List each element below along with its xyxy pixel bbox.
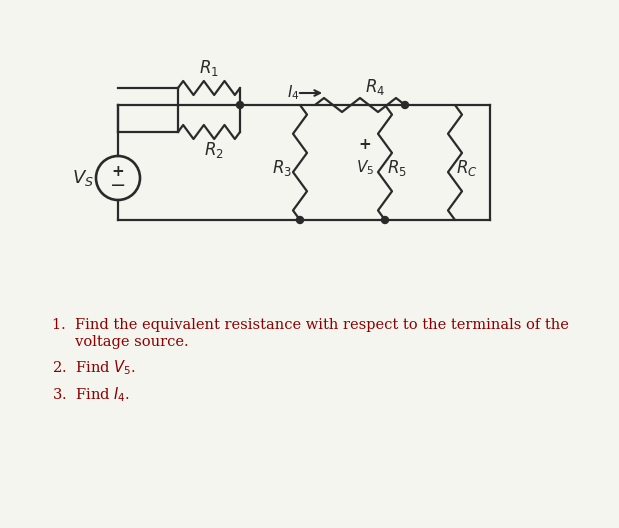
Text: $R_1$: $R_1$ — [199, 58, 219, 78]
Text: +: + — [358, 137, 371, 152]
Circle shape — [381, 216, 389, 223]
Text: +: + — [111, 164, 124, 178]
Text: $R_2$: $R_2$ — [204, 140, 224, 160]
Text: $V_S$: $V_S$ — [72, 168, 94, 188]
Text: $I_4$: $I_4$ — [287, 83, 300, 102]
Circle shape — [236, 101, 243, 108]
Text: voltage source.: voltage source. — [52, 335, 189, 349]
Text: $R_4$: $R_4$ — [365, 77, 385, 97]
Text: $V_5$: $V_5$ — [356, 158, 374, 177]
Text: $R_5$: $R_5$ — [387, 157, 407, 177]
Circle shape — [402, 101, 409, 108]
Text: $R_3$: $R_3$ — [272, 157, 292, 177]
Text: 2.  Find $V_5$.: 2. Find $V_5$. — [52, 358, 136, 376]
Circle shape — [297, 216, 303, 223]
Text: 3.  Find $I_4$.: 3. Find $I_4$. — [52, 385, 130, 404]
Text: 1.  Find the equivalent resistance with respect to the terminals of the: 1. Find the equivalent resistance with r… — [52, 318, 569, 332]
Text: −: − — [110, 176, 126, 195]
Text: $R_C$: $R_C$ — [456, 157, 478, 177]
